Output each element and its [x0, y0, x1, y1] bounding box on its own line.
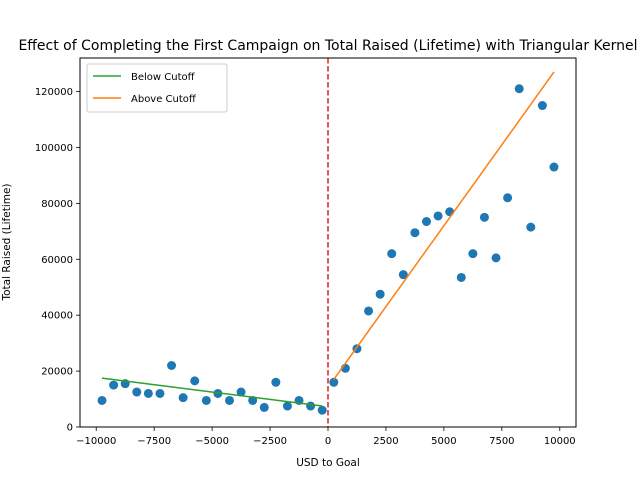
- data-point: [167, 361, 177, 370]
- data-point: [514, 84, 524, 94]
- y-tick-label: 0: [67, 423, 73, 434]
- y-tick-label: 20000: [41, 367, 73, 378]
- data-point: [479, 212, 489, 222]
- data-point: [224, 395, 234, 405]
- chart-title: Effect of Completing the First Campaign …: [18, 38, 637, 54]
- data-point: [410, 228, 420, 238]
- data-point: [375, 289, 385, 299]
- x-tick-label: −2500: [253, 436, 287, 447]
- data-point: [387, 249, 397, 259]
- x-tick-label: 2500: [373, 436, 398, 447]
- legend: Below Cutoff Above Cutoff: [86, 63, 228, 113]
- legend-box: [86, 63, 228, 113]
- data-point: [259, 402, 269, 412]
- data-point: [537, 101, 547, 111]
- data-point: [282, 401, 292, 411]
- data-point: [445, 207, 455, 217]
- data-point: [491, 253, 501, 263]
- x-axis-label: USD to Goal: [296, 457, 360, 469]
- data-point: [271, 377, 281, 387]
- x-tick-label: 10000: [544, 436, 576, 447]
- data-point: [398, 270, 408, 280]
- data-point: [306, 401, 316, 411]
- data-point: [178, 393, 188, 403]
- data-point: [549, 162, 559, 172]
- x-tick-label: 7500: [489, 436, 514, 447]
- fit-line-above-cutoff: [333, 71, 555, 380]
- data-point: [503, 193, 513, 203]
- data-point: [317, 405, 327, 415]
- y-tick-label: 120000: [35, 87, 73, 98]
- x-tick-label: −10000: [76, 436, 116, 447]
- data-layer: [97, 58, 559, 427]
- y-axis-label: Total Raised (Lifetime): [1, 183, 13, 301]
- y-tick-label: 60000: [41, 255, 73, 266]
- data-point: [236, 387, 246, 397]
- x-tick-label: 0: [325, 436, 331, 447]
- y-axis-ticks: 0 20000 40000 60000 80000 100000 120000: [35, 87, 80, 434]
- x-tick-label: −5000: [195, 436, 229, 447]
- data-point: [456, 272, 466, 282]
- x-tick-label: −7500: [137, 436, 171, 447]
- data-point: [201, 395, 211, 405]
- data-point: [468, 249, 478, 259]
- data-point: [422, 217, 432, 227]
- data-point: [109, 380, 119, 390]
- data-point: [97, 395, 107, 405]
- data-point: [143, 388, 153, 398]
- x-tick-label: 5000: [431, 436, 456, 447]
- y-tick-label: 80000: [41, 199, 73, 210]
- y-tick-label: 40000: [41, 311, 73, 322]
- fit-line-below-cutoff: [101, 377, 323, 407]
- data-point: [132, 387, 142, 397]
- data-point: [364, 306, 374, 316]
- legend-label-above-cutoff: Above Cutoff: [131, 94, 197, 105]
- data-point: [155, 388, 165, 398]
- legend-label-below-cutoff: Below Cutoff: [131, 72, 196, 83]
- x-axis-ticks: −10000 −7500 −5000 −2500 0 2500 5000 7500 10000: [76, 427, 576, 447]
- data-point: [433, 211, 443, 221]
- data-point: [526, 222, 536, 232]
- data-point: [190, 376, 200, 386]
- data-point: [329, 377, 339, 387]
- y-tick-label: 100000: [35, 143, 73, 154]
